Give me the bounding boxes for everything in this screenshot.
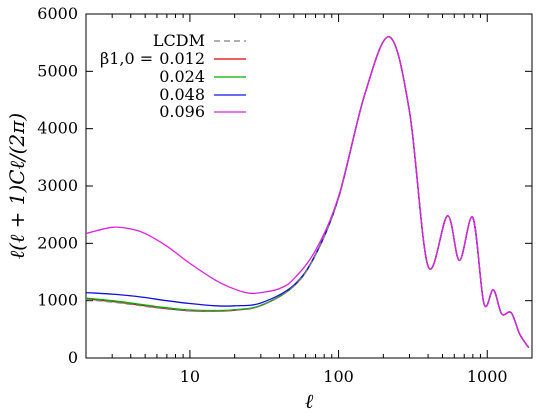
tick-marks — [85, 13, 533, 359]
curves-layer — [86, 36, 530, 349]
y-tick-label: 4000 — [37, 119, 78, 138]
y-axis-label: ℓ(ℓ + 1)Cℓ/(2π) — [5, 113, 29, 259]
x-tick-label: 100 — [323, 367, 354, 386]
y-tick-label: 6000 — [37, 4, 78, 23]
y-tick-label: 3000 — [37, 176, 78, 195]
series-line-0-048 — [86, 36, 530, 349]
y-tick-label: 5000 — [37, 61, 78, 80]
y-tick-label: 2000 — [37, 233, 78, 252]
x-axis-label: ℓ — [305, 389, 314, 413]
legend-param-label: β1,0 = — [100, 49, 153, 68]
y-tick-label: 1000 — [37, 291, 78, 310]
legend-label: 0.096 — [159, 102, 205, 121]
series-line-0-012 — [86, 36, 530, 349]
x-tick-label: 1000 — [467, 367, 508, 386]
legend-label: 0.012 — [159, 49, 205, 68]
legend-label: LCDM — [153, 31, 205, 50]
series-line-0-024 — [86, 36, 530, 349]
x-tick-label: 10 — [180, 367, 200, 386]
y-tick-label: 0 — [68, 348, 78, 367]
legend-label: 0.048 — [159, 85, 205, 104]
series-line-0-096 — [86, 36, 530, 349]
series-line-lcdm — [86, 36, 530, 349]
legend-label: 0.024 — [159, 67, 205, 86]
